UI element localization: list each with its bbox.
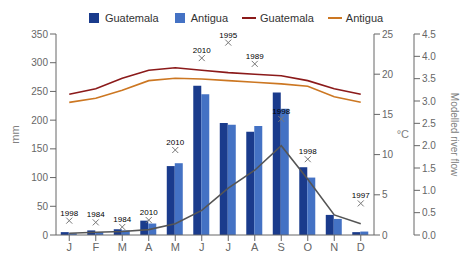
- svg-text:J: J: [199, 241, 205, 253]
- svg-text:1984: 1984: [113, 215, 131, 224]
- svg-text:1998: 1998: [299, 147, 317, 156]
- svg-text:350: 350: [31, 29, 48, 40]
- svg-text:4.5: 4.5: [422, 29, 436, 40]
- html-text:Antigua: Antigua: [190, 12, 228, 24]
- svg-text:J: J: [67, 241, 73, 253]
- svg-text:F: F: [92, 241, 99, 253]
- svg-text:250: 250: [31, 86, 48, 97]
- svg-text:S: S: [278, 241, 285, 253]
- svg-text:N: N: [330, 241, 338, 253]
- svg-text:A: A: [145, 241, 153, 253]
- svg-text:1998: 1998: [60, 209, 78, 218]
- svg-text:0: 0: [42, 230, 48, 241]
- svg-text:2010: 2010: [166, 138, 184, 147]
- svg-text:1.5: 1.5: [422, 163, 436, 174]
- svg-text:4.0: 4.0: [422, 51, 436, 62]
- svg-text:Modelled river flow: Modelled river flow: [449, 93, 460, 177]
- svg-text:M: M: [171, 241, 180, 253]
- svg-text:300: 300: [31, 57, 48, 68]
- html-text:Guatemala: Guatemala: [260, 12, 314, 24]
- svg-text:200: 200: [31, 115, 48, 126]
- svg-text:O: O: [303, 241, 312, 253]
- svg-text:2.5: 2.5: [422, 118, 436, 129]
- svg-text:1995: 1995: [219, 31, 237, 40]
- svg-text:A: A: [251, 241, 259, 253]
- svg-text:0.0: 0.0: [422, 230, 436, 241]
- svg-text:D: D: [357, 241, 365, 253]
- svg-text:0: 0: [382, 230, 388, 241]
- svg-text:°C: °C: [397, 128, 409, 140]
- svg-text:M: M: [118, 241, 127, 253]
- html-text:Guatemala: Guatemala: [104, 12, 159, 24]
- svg-text:3.5: 3.5: [422, 73, 436, 84]
- svg-text:2010: 2010: [140, 208, 158, 217]
- svg-text:25: 25: [382, 29, 394, 40]
- svg-text:1998: 1998: [272, 107, 290, 116]
- svg-text:1989: 1989: [246, 52, 264, 61]
- svg-text:3.0: 3.0: [422, 96, 436, 107]
- svg-text:20: 20: [382, 69, 394, 80]
- html-text:Antigua: Antigua: [345, 12, 384, 24]
- svg-text:1.0: 1.0: [422, 185, 436, 196]
- svg-text:2.0: 2.0: [422, 140, 436, 151]
- svg-text:J: J: [226, 241, 232, 253]
- svg-text:150: 150: [31, 143, 48, 154]
- svg-text:1997: 1997: [352, 191, 370, 200]
- svg-text:15: 15: [382, 109, 394, 120]
- svg-text:100: 100: [31, 172, 48, 183]
- svg-text:mm: mm: [9, 125, 21, 143]
- svg-text:1984: 1984: [87, 210, 105, 219]
- svg-text:2010: 2010: [193, 46, 211, 55]
- svg-text:10: 10: [382, 149, 394, 160]
- svg-text:5: 5: [382, 189, 388, 200]
- svg-text:0.5: 0.5: [422, 207, 436, 218]
- svg-text:50: 50: [37, 201, 49, 212]
